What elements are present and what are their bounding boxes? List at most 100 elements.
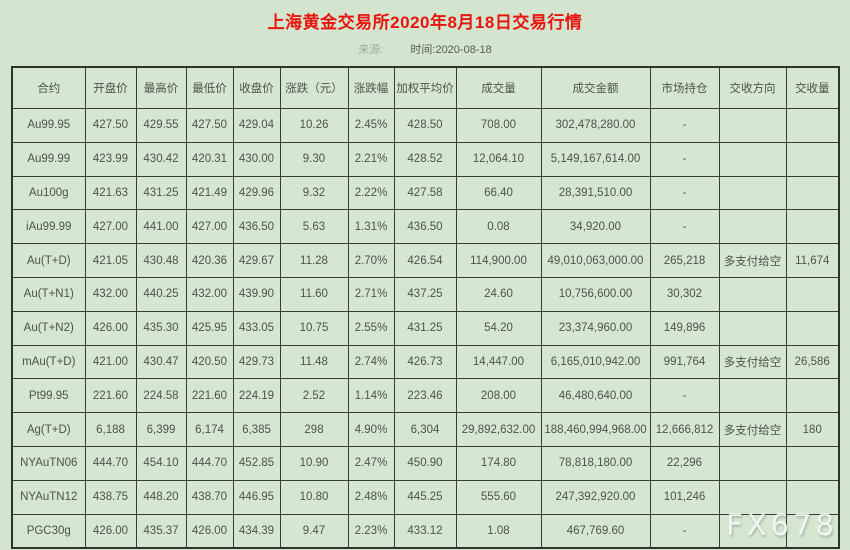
table-cell: - bbox=[649, 175, 720, 211]
table-cell: 2.74% bbox=[347, 344, 395, 380]
table-cell: 426.00 bbox=[84, 310, 137, 346]
table-cell: 9.30 bbox=[279, 141, 349, 177]
table-cell: 2.71% bbox=[347, 276, 395, 312]
table-cell: 435.30 bbox=[135, 310, 187, 346]
table-cell: 302,478,280.00 bbox=[540, 108, 651, 143]
header-row: 合约 开盘价 最高价 最低价 收盘价 涨跌（元） 涨跌幅 加权平均价 成交量 成交金额 市场持仓 交收… bbox=[11, 66, 840, 109]
table-cell: 0.08 bbox=[455, 209, 542, 245]
table-cell bbox=[785, 310, 840, 346]
table-cell bbox=[718, 310, 787, 346]
table-cell: 467,769.60 bbox=[540, 513, 651, 549]
table-cell: 429.67 bbox=[232, 243, 281, 278]
watermark: FX678 bbox=[726, 508, 838, 542]
table-cell bbox=[718, 513, 787, 549]
table-cell: 2.70% bbox=[347, 243, 395, 278]
table-cell: 174.80 bbox=[455, 445, 542, 481]
table-cell: 23,374,960.00 bbox=[540, 310, 651, 346]
column-header: 成交金额 bbox=[540, 66, 651, 109]
table-cell: 22,296 bbox=[649, 445, 720, 481]
table-cell: 428.52 bbox=[393, 141, 457, 177]
table-cell: 多支付给空 bbox=[718, 344, 787, 380]
table-cell: 10.26 bbox=[279, 108, 349, 143]
column-header: 收盘价 bbox=[232, 66, 281, 109]
table-cell: 5.63 bbox=[279, 209, 349, 245]
table-cell: - bbox=[649, 378, 720, 414]
table-cell: 9.32 bbox=[279, 175, 349, 211]
table-cell: 5,149,167,614.00 bbox=[540, 141, 651, 177]
table-cell bbox=[718, 276, 787, 312]
table-cell bbox=[785, 175, 840, 211]
contract-cell: iAu99.99 bbox=[11, 209, 86, 245]
table-cell: 6,174 bbox=[185, 412, 234, 447]
table-row: NYAuTN12 438.75 448.20 438.70 446.95 10.80 2.4… bbox=[11, 479, 840, 515]
table-cell: 12,666,812 bbox=[649, 412, 720, 447]
table-row: NYAuTN06 444.70 454.10 444.70 452.85 10.90 2.4… bbox=[11, 445, 840, 481]
table-cell: 427.58 bbox=[393, 175, 457, 211]
table-row: Au(T+N1) 432.00 440.25 432.00 439.90 11.60 2.7… bbox=[11, 276, 840, 312]
table-cell: 49,010,063,000.00 bbox=[540, 243, 651, 278]
table-cell: 454.10 bbox=[135, 445, 187, 481]
table-cell: 多支付给空 bbox=[718, 243, 787, 278]
table-cell: 438.70 bbox=[185, 479, 234, 515]
contract-cell: Ag(T+D) bbox=[11, 412, 86, 447]
table-cell: 224.19 bbox=[232, 378, 281, 414]
meta-line: 来源: 时间:2020-08-18 bbox=[0, 41, 850, 57]
column-header: 涨跌（元） bbox=[279, 66, 349, 109]
table-cell: 436.50 bbox=[393, 209, 457, 245]
column-header: 合约 bbox=[11, 66, 86, 109]
table-cell: 221.60 bbox=[84, 378, 137, 414]
table-cell: 188,460,994,968.00 bbox=[540, 412, 651, 447]
table-cell: 114,900.00 bbox=[455, 243, 542, 278]
table-cell: 421.49 bbox=[185, 175, 234, 211]
table-cell: 430.42 bbox=[135, 141, 187, 177]
table-cell: 66.40 bbox=[455, 175, 542, 211]
table-cell: 421.00 bbox=[84, 344, 137, 380]
column-header: 最高价 bbox=[135, 66, 187, 109]
table-cell: 445.25 bbox=[393, 479, 457, 515]
table-cell: 24.60 bbox=[455, 276, 542, 312]
table-cell: 10.80 bbox=[279, 479, 349, 515]
table-cell: 265,218 bbox=[649, 243, 720, 278]
table-cell: 432.00 bbox=[84, 276, 137, 312]
table-row: Pt99.95 221.60 224.58 221.60 224.19 2.52 1.14%… bbox=[11, 378, 840, 414]
table-cell: 247,392,920.00 bbox=[540, 479, 651, 515]
table-cell: 11.28 bbox=[279, 243, 349, 278]
table-cell: - bbox=[649, 108, 720, 143]
table-cell bbox=[718, 108, 787, 143]
table-cell: 149,896 bbox=[649, 310, 720, 346]
table-cell: 444.70 bbox=[84, 445, 137, 481]
table-cell: 427.50 bbox=[185, 108, 234, 143]
table-cell: 78,818,180.00 bbox=[540, 445, 651, 481]
table-cell: 多支付给空 bbox=[718, 412, 787, 447]
table-cell: 1.31% bbox=[347, 209, 395, 245]
table-cell: 448.20 bbox=[135, 479, 187, 515]
table-cell: 426.00 bbox=[84, 513, 137, 549]
table-cell: 426.00 bbox=[185, 513, 234, 549]
contract-cell: NYAuTN06 bbox=[11, 445, 86, 481]
table-cell bbox=[785, 108, 840, 143]
table-cell: 29,892,632.00 bbox=[455, 412, 542, 447]
column-header: 市场持仓 bbox=[649, 66, 720, 109]
column-header: 加权平均价 bbox=[393, 66, 457, 109]
table-row: Au(T+D) 421.05 430.48 420.36 429.67 11.28 2.70… bbox=[11, 243, 840, 278]
table-cell: 11.60 bbox=[279, 276, 349, 312]
table-cell: 11.48 bbox=[279, 344, 349, 380]
table-cell: 10.75 bbox=[279, 310, 349, 346]
column-header: 最低价 bbox=[185, 66, 234, 109]
table-cell: 439.90 bbox=[232, 276, 281, 312]
table-cell: 429.55 bbox=[135, 108, 187, 143]
table-cell bbox=[785, 378, 840, 414]
contract-cell: NYAuTN12 bbox=[11, 479, 86, 515]
table-row: Au99.95 427.50 429.55 427.50 429.04 10.26 2.45… bbox=[11, 108, 840, 143]
table-cell: 180 bbox=[785, 412, 840, 447]
table-cell: 9.47 bbox=[279, 513, 349, 549]
table-cell: 2.48% bbox=[347, 479, 395, 515]
source-label: 来源: bbox=[358, 44, 384, 56]
table-cell: 10.90 bbox=[279, 445, 349, 481]
table-cell: 26,586 bbox=[785, 344, 840, 380]
contract-cell: Au(T+D) bbox=[11, 243, 86, 278]
table-row: Au(T+N2) 426.00 435.30 425.95 433.05 10.75 2.5… bbox=[11, 310, 840, 346]
table-cell: 420.50 bbox=[185, 344, 234, 380]
table-cell: 430.48 bbox=[135, 243, 187, 278]
table-cell: 2.55% bbox=[347, 310, 395, 346]
